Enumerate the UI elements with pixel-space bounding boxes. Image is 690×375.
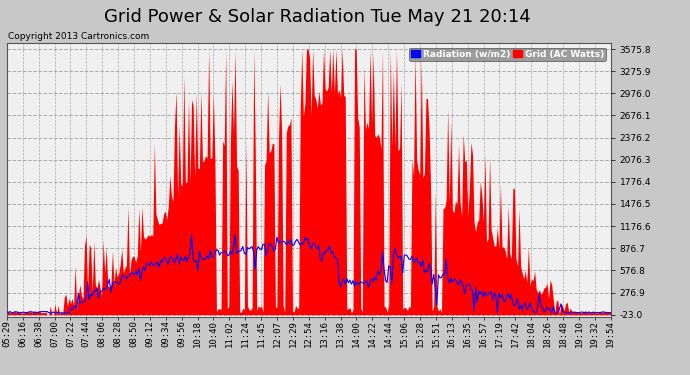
Legend: Radiation (w/m2), Grid (AC Watts): Radiation (w/m2), Grid (AC Watts) <box>408 48 606 61</box>
Text: Copyright 2013 Cartronics.com: Copyright 2013 Cartronics.com <box>8 32 150 41</box>
Text: Grid Power & Solar Radiation Tue May 21 20:14: Grid Power & Solar Radiation Tue May 21 … <box>104 8 531 26</box>
